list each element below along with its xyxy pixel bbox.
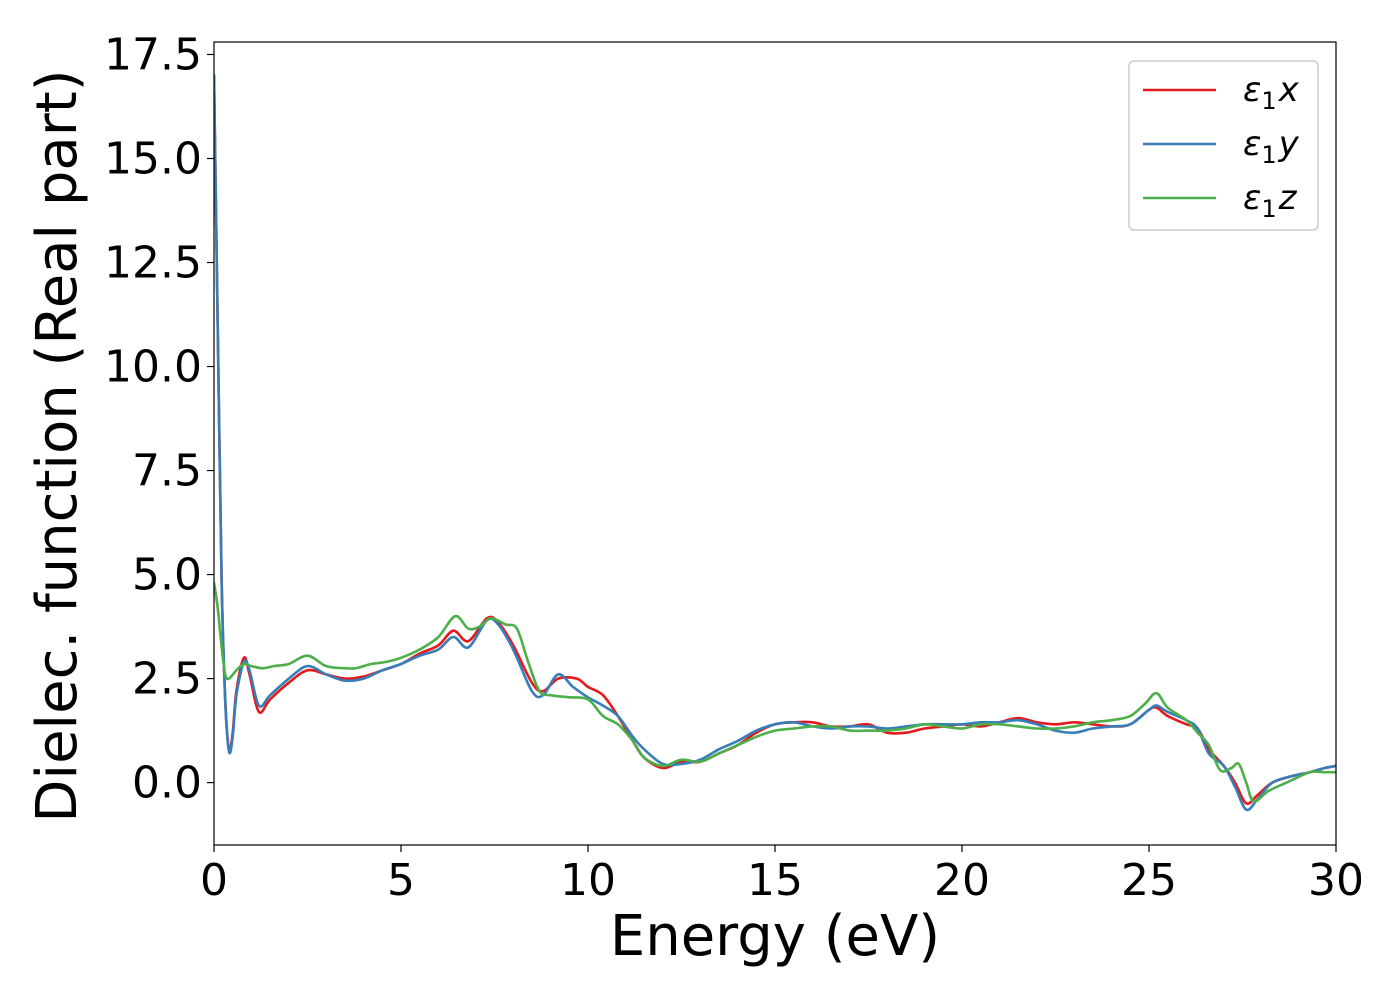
- y-tick-label: 12.5: [104, 238, 202, 289]
- series-line-2: [214, 74, 1336, 812]
- y-tick-label: 2.5: [132, 654, 202, 705]
- x-tick-label: 15: [747, 855, 803, 906]
- x-tick-label: 25: [1121, 855, 1177, 906]
- x-tick-label: 20: [934, 855, 990, 906]
- y-tick-label: 10.0: [104, 342, 202, 393]
- y-tick-label: 17.5: [104, 29, 202, 80]
- x-tick-label: 0: [200, 855, 228, 906]
- x-tick-label: 30: [1308, 855, 1364, 906]
- legend-label-1: ε1x: [1243, 70, 1300, 115]
- y-tick-label: 15.0: [104, 133, 202, 184]
- series-line-3: [214, 581, 1336, 803]
- x-axis-ticks: 0 5 10 15 20 25 30: [200, 845, 1364, 906]
- x-axis-label: Energy (eV): [610, 904, 940, 969]
- y-tick-label: 7.5: [132, 446, 202, 497]
- y-tick-label: 0.0: [132, 758, 202, 809]
- y-tick-label: 5.0: [132, 550, 202, 601]
- legend-label-2: ε1y: [1243, 124, 1300, 169]
- y-axis-ticks: 0.0 2.5 5.0 7.5 10.0 12.5 15.0 17.5: [104, 29, 214, 809]
- legend-label-3: ε1z: [1243, 178, 1298, 223]
- legend: ε1x ε1y ε1z: [1128, 60, 1319, 231]
- series-layer: [214, 74, 1336, 812]
- y-axis-label: Dielec. function (Real part): [25, 69, 90, 822]
- legend-frame: [1128, 60, 1319, 231]
- x-tick-label: 10: [560, 855, 616, 906]
- x-tick-label: 5: [387, 855, 415, 906]
